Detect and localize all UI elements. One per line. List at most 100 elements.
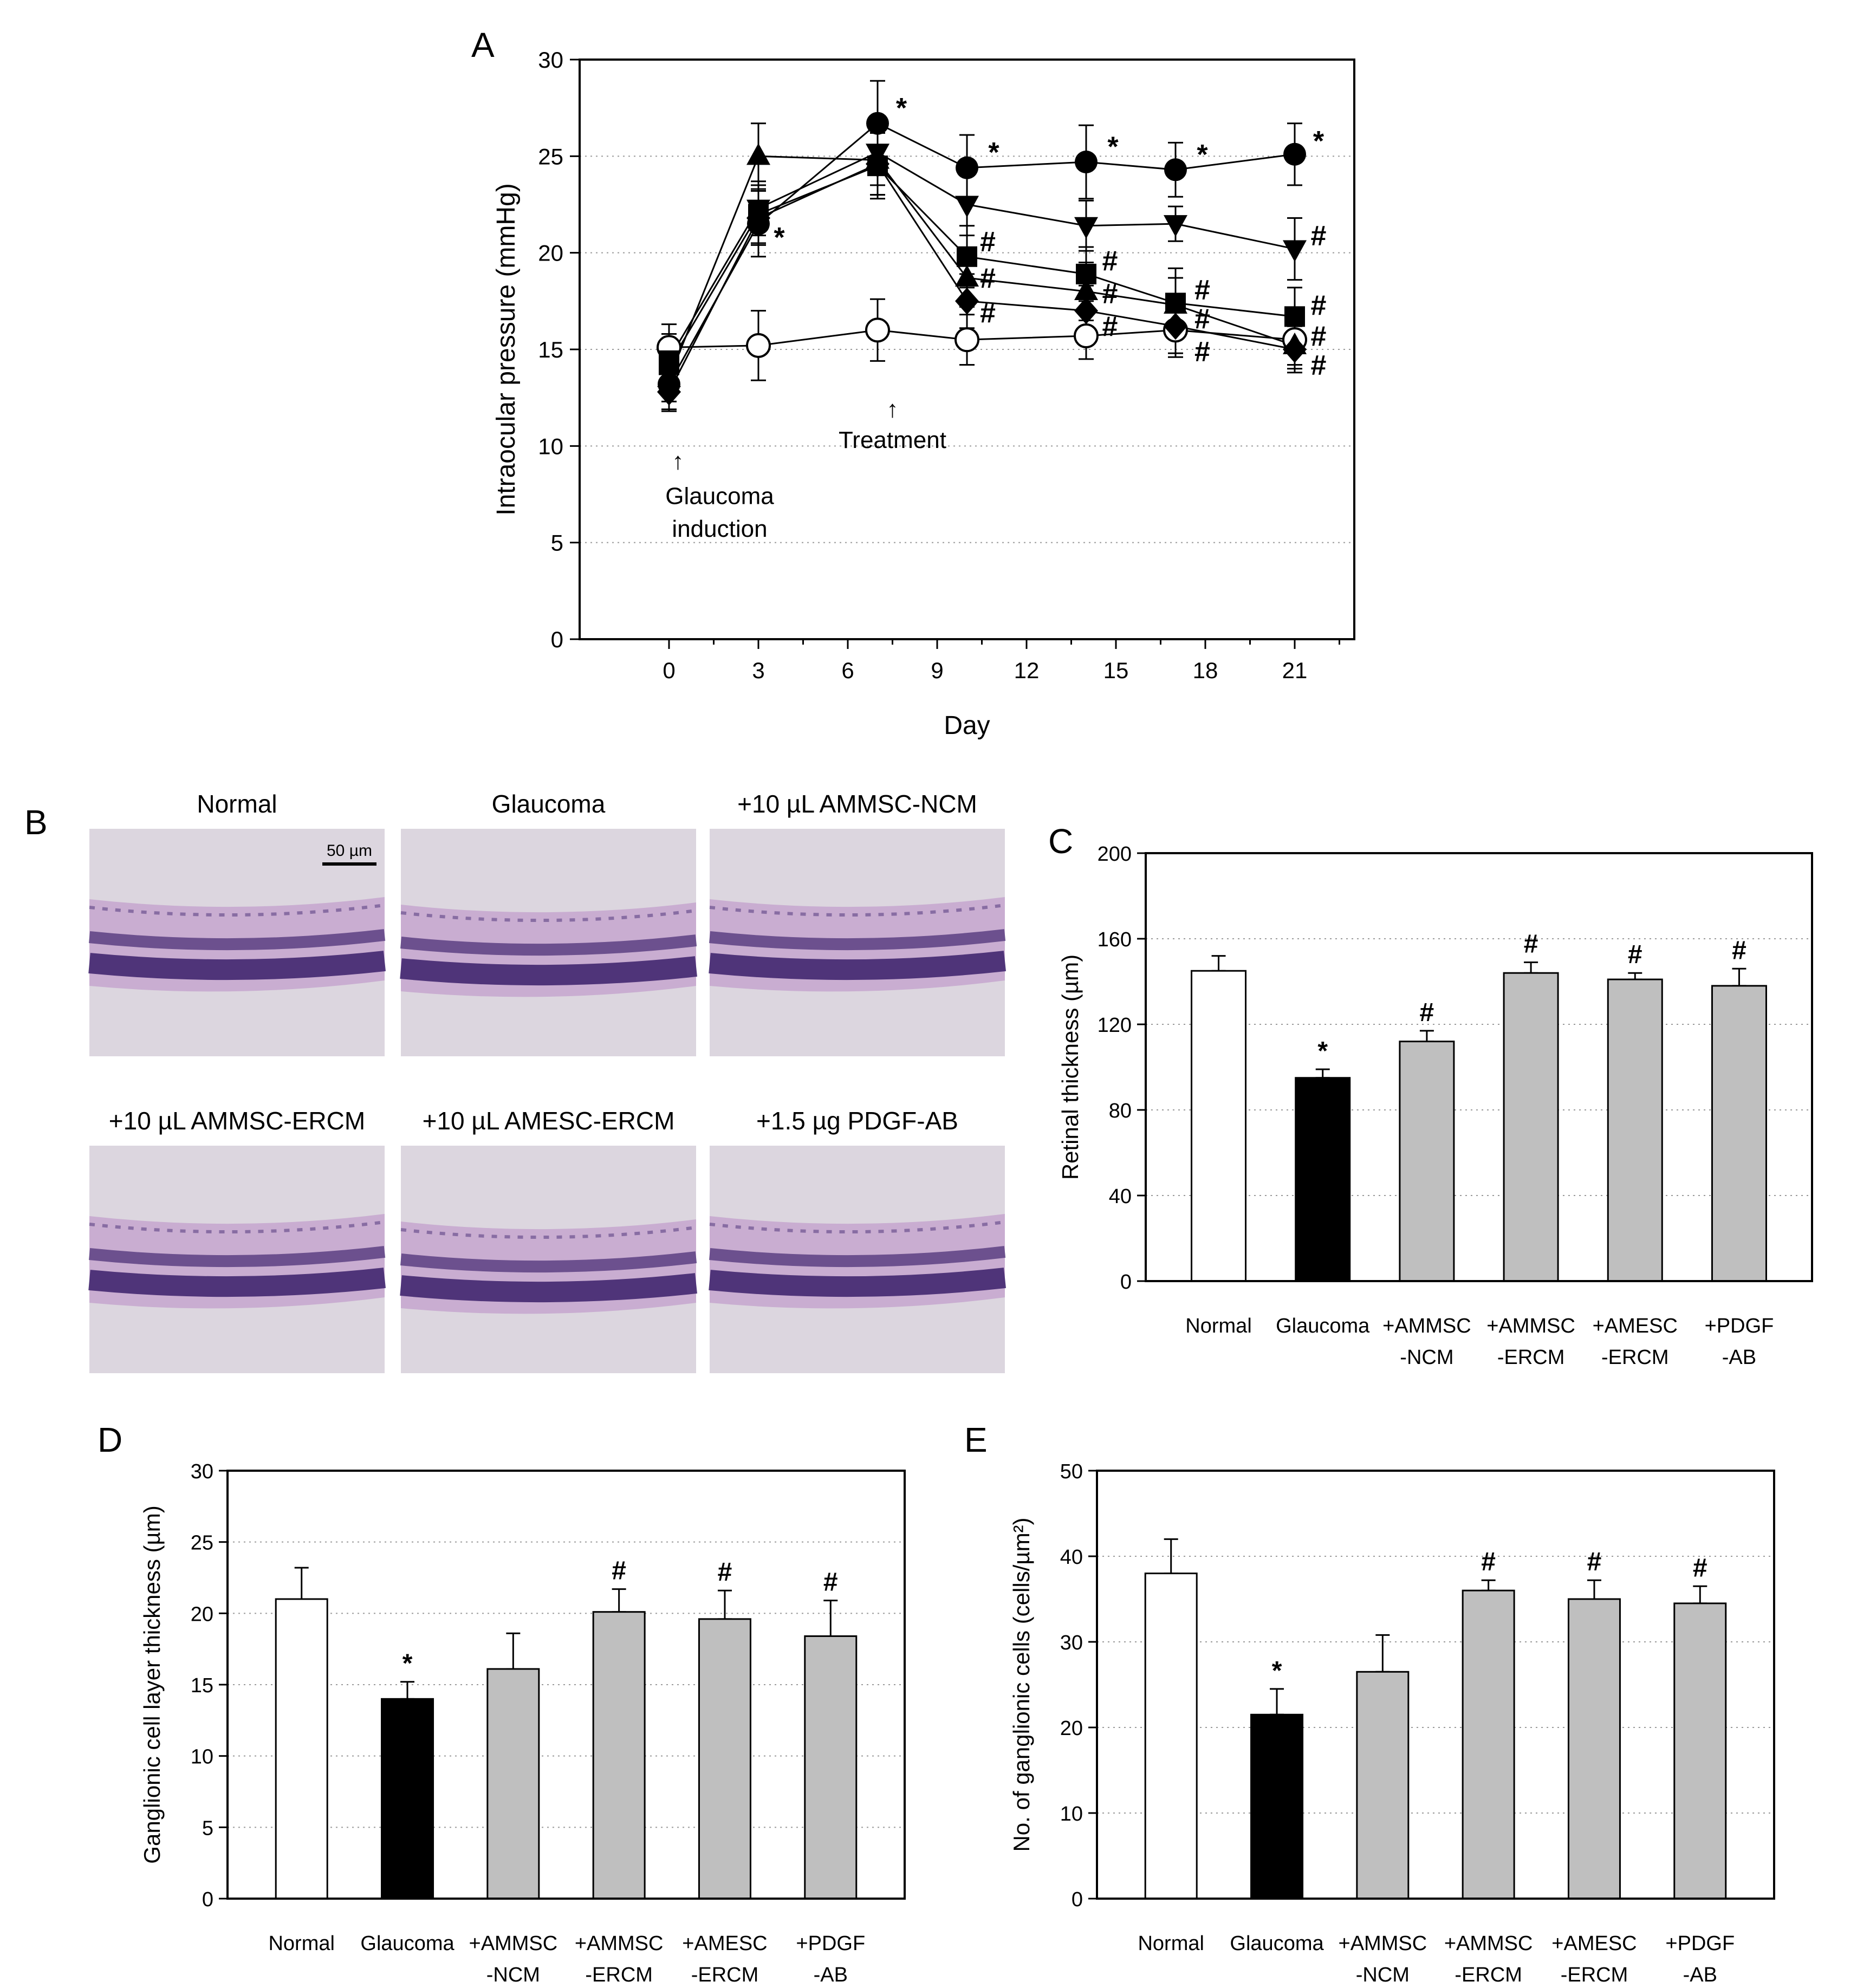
category-label-C: Normal [1185,1315,1251,1337]
point-circle-open [955,327,979,353]
ytick-label-E: 50 [1060,1460,1083,1483]
category-label-D: -NCM [486,1964,540,1986]
point-circle-open [1074,323,1099,349]
category-label-D: Normal [268,1932,334,1955]
bar-D [381,1698,434,1900]
bar-C [1191,970,1247,1282]
point-triangle-down [1283,240,1307,262]
significance-mark-D: * [402,1649,413,1678]
ytick-label-D: 20 [191,1603,213,1626]
y-axis-label-C: Retinal thickness (µm) [1057,954,1083,1180]
category-label-D: +AMMSC [575,1932,664,1955]
panel-letter-c: C [1048,822,1073,861]
annotation-a: ↑ [887,396,899,423]
chart-c-retinal-thickness: 0 40 80 120 160 200 Retinal thickness (µm) Norm… [1057,843,1813,1369]
significance-mark-a: # [1194,303,1210,335]
bar-D [486,1668,540,1900]
significance-mark-D: # [718,1558,732,1587]
point-circle-open [865,317,890,343]
bar-C [1503,972,1559,1282]
category-label-E: -AB [1683,1964,1717,1986]
significance-mark-a: # [1194,336,1210,368]
panel-letter-d: D [98,1420,122,1459]
significance-mark-C: # [1628,940,1642,969]
significance-mark-a: # [1311,290,1327,321]
retina-inner-nuclear-layer [88,929,386,951]
significance-mark-C: * [1317,1037,1328,1066]
chart-d-ganglion-layer-thickness: 0 5 10 15 20 25 30 Ganglionic cell layer thickn… [139,1460,906,1986]
ytick-label-D: 25 [191,1532,213,1555]
ytick-label-D: 0 [202,1888,213,1911]
histology-title: +1.5 µg PDGF-AB [756,1107,958,1135]
y-axis-label-E: No. of ganglionic cells (cells/µm²) [1009,1517,1034,1851]
category-label-D: Glaucoma [360,1932,454,1955]
bar-D [275,1598,328,1900]
point-circle [956,156,978,179]
point-diamond [1074,297,1098,324]
significance-mark-a: # [1194,274,1210,306]
bar-E [1356,1671,1410,1900]
point-diamond [1283,336,1307,363]
chart-a-intraocular-pressure: 0 5 10 15 20 25 30 0 3 6 9 12 15 18 21 Day Intraocular p… [492,47,1355,740]
significance-mark-a: # [980,263,996,294]
retina-inner-nuclear-layer [400,1251,697,1273]
ytick-label-C: 200 [1098,843,1132,866]
retina-inner-nuclear-layer [709,929,1006,951]
significance-mark-a: # [1311,350,1327,381]
significance-mark-a: * [1197,139,1208,171]
annotation-a: Glaucoma [665,483,774,509]
ytick-label-C: 0 [1120,1271,1132,1294]
significance-mark-C: # [1732,936,1746,965]
category-label-C: -NCM [1400,1346,1453,1369]
ytick-label-C: 160 [1098,928,1132,951]
ytick-label-C: 40 [1109,1185,1132,1208]
panel-letter-b: B [24,803,48,842]
ytick-label-E: 40 [1060,1546,1083,1569]
significance-mark-a: * [988,137,999,168]
y-axis-label-D: Ganglionic cell layer thickness (µm) [139,1505,165,1863]
significance-mark-a: * [1107,132,1119,163]
significance-mark-C: # [1524,930,1538,958]
ytick-label-D: 10 [191,1746,213,1769]
category-label-C: +AMESC [1593,1315,1678,1337]
significance-mark-a: * [774,222,785,254]
ytick-label-E: 20 [1060,1717,1083,1740]
retina-ganglion-layer [89,904,385,917]
point-circle-open [746,333,771,358]
category-label-C: -ERCM [1497,1346,1565,1369]
significance-mark-a: # [980,297,996,329]
significance-mark-E: # [1587,1548,1602,1576]
panel-letter-a: A [471,25,495,64]
point-circle [866,112,889,135]
ytick-label-a: 30 [538,47,563,73]
point-square [957,246,977,267]
significance-mark-a: # [980,226,996,257]
histology-title: +10 µL AMESC-ERCM [423,1107,675,1135]
point-circle [1075,151,1098,174]
ytick-label-D: 30 [191,1460,213,1483]
point-triangle-down [1074,217,1098,239]
scale-bar-label: 50 µm [327,842,372,860]
xtick-label-a: 3 [752,658,764,683]
category-label-D: -ERCM [691,1964,759,1986]
significance-mark-E: * [1272,1656,1282,1685]
significance-mark-a: # [1102,245,1118,277]
category-label-C: +AMMSC [1382,1315,1471,1337]
annotation-a: induction [672,516,767,542]
retina-outer-nuclear-layer [88,951,386,980]
bar-D [804,1635,858,1900]
point-triangle-down [1164,215,1187,237]
point-diamond [1164,313,1187,340]
ytick-label-a: 20 [538,241,563,266]
retina-ganglion-layer [400,909,697,922]
category-label-E: +AMMSC [1339,1932,1427,1955]
point-circle [1283,142,1306,166]
chart-e-ganglion-cell-count: 0 10 20 30 40 50 No. of ganglionic cells (cell… [1009,1460,1775,1986]
category-label-D: +PDGF [796,1932,865,1955]
plot-frame-D [226,1470,906,1900]
annotation-a: Treatment [839,427,946,453]
retina-outer-nuclear-layer [400,1273,698,1303]
significance-mark-D: # [823,1568,838,1597]
significance-mark-a: # [1311,220,1327,252]
